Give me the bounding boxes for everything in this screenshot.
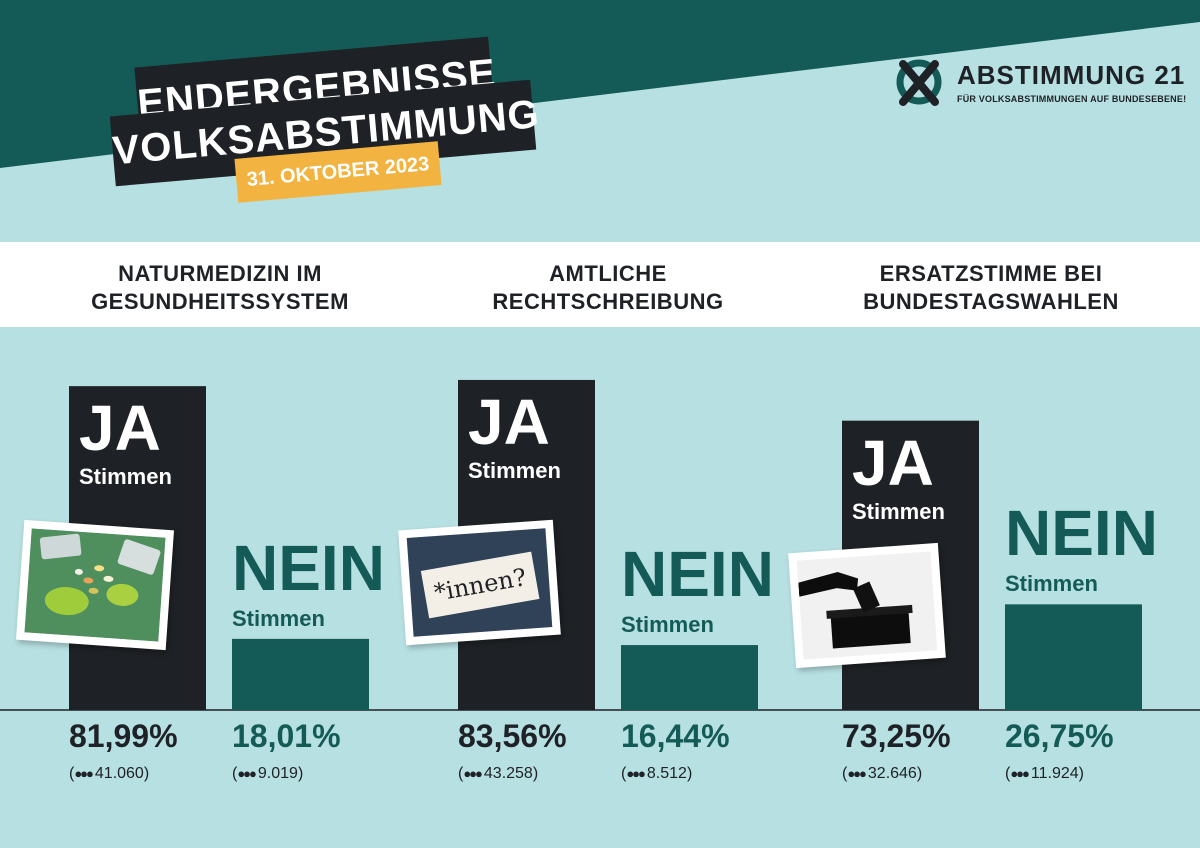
topic-title-1-line-1: NATURMEDIZIN IM [118, 261, 322, 286]
ballot-box-photo-image [796, 551, 938, 660]
yes-percent-1: 81,99% [69, 718, 178, 754]
innen-paper: *innen? [420, 551, 540, 619]
yes-count-1: (●●● 41.060) [69, 765, 150, 782]
logo-tagline: FÜR VOLKSABSTIMMUNGEN AUF BUNDESEBENE! [957, 94, 1187, 104]
no-votes-label-3: Stimmen [1005, 571, 1098, 597]
no-label-2: NEIN [621, 538, 774, 611]
ballot-x-icon [896, 59, 942, 106]
vote-count-value: 32.646 [867, 765, 917, 782]
vote-count-value: 8.512 [646, 765, 687, 782]
no-count-3: (●●● 11.924) [1005, 765, 1084, 782]
no-votes-label-2: Stimmen [621, 612, 714, 638]
yes-label-2: JA [468, 385, 550, 458]
topic-title-3: ERSATZSTIMME BEI BUNDESTAGSWAHLEN [826, 260, 1156, 316]
no-votes-label-1: Stimmen [232, 605, 325, 631]
yes-label-3: JA [852, 426, 934, 499]
people-icon: ●●● [1010, 766, 1030, 781]
topic-title-1-line-2: GESUNDHEITSSYSTEM [91, 289, 349, 314]
yes-votes-label-3: Stimmen [852, 498, 945, 524]
topic-title-3-line-1: ERSATZSTIMME BEI [879, 261, 1103, 286]
no-percent-3: 26,75% [1005, 718, 1114, 754]
vote-count-value: 9.019 [257, 765, 298, 782]
yes-percent-2: 83,56% [458, 718, 567, 754]
vote-count-value: 11.924 [1030, 765, 1079, 782]
topic-title-1: NATURMEDIZIN IM GESUNDHEITSSYSTEM [55, 260, 385, 316]
people-icon: ●●● [74, 766, 94, 781]
yes-votes-label-2: Stimmen [468, 457, 561, 483]
no-bar-2 [621, 645, 758, 710]
vote-count-value: 41.060 [94, 765, 144, 782]
no-percent-1: 18,01% [232, 718, 341, 754]
yes-count-3: (●●● 32.646) [842, 765, 923, 782]
no-bar-1 [232, 638, 369, 710]
people-icon: ●●● [847, 766, 867, 781]
people-icon: ●●● [626, 766, 646, 781]
no-percent-2: 16,44% [621, 718, 730, 754]
vote-count-value: 43.258 [483, 765, 533, 782]
yes-votes-label-1: Stimmen [79, 464, 172, 490]
logo: ABSTIMMUNG 21 FÜR VOLKSABSTIMMUNGEN AUF … [895, 58, 1187, 114]
topic-title-2-line-1: AMTLICHE [549, 261, 667, 286]
people-icon: ●●● [463, 766, 483, 781]
pills-icon [24, 528, 166, 642]
yes-count-2: (●●● 43.258) [458, 765, 539, 782]
yes-label-1: JA [79, 392, 161, 465]
innen-photo: *innen? [398, 519, 561, 646]
no-bar-3 [1005, 604, 1142, 710]
no-label-3: NEIN [1005, 497, 1158, 570]
topic-band: NATURMEDIZIN IM GESUNDHEITSSYSTEM AMTLIC… [0, 242, 1200, 327]
ballot-box-photo [788, 542, 946, 669]
no-count-2: (●●● 8.512) [621, 765, 693, 782]
people-icon: ●●● [237, 766, 257, 781]
yes-percent-3: 73,25% [842, 718, 951, 754]
topic-title-3-line-2: BUNDESTAGSWAHLEN [863, 289, 1119, 314]
topic-title-2-line-2: RECHTSCHREIBUNG [492, 289, 724, 314]
ballot-box-icon [796, 551, 938, 660]
topic-title-2: AMTLICHE RECHTSCHREIBUNG [443, 260, 773, 316]
pills-photo-image [24, 528, 166, 642]
pills-photo [15, 519, 175, 651]
logo-name: ABSTIMMUNG 21 [957, 60, 1186, 90]
no-label-1: NEIN [232, 531, 385, 604]
innen-photo-image: *innen? [406, 528, 553, 637]
no-count-1: (●●● 9.019) [232, 765, 304, 782]
